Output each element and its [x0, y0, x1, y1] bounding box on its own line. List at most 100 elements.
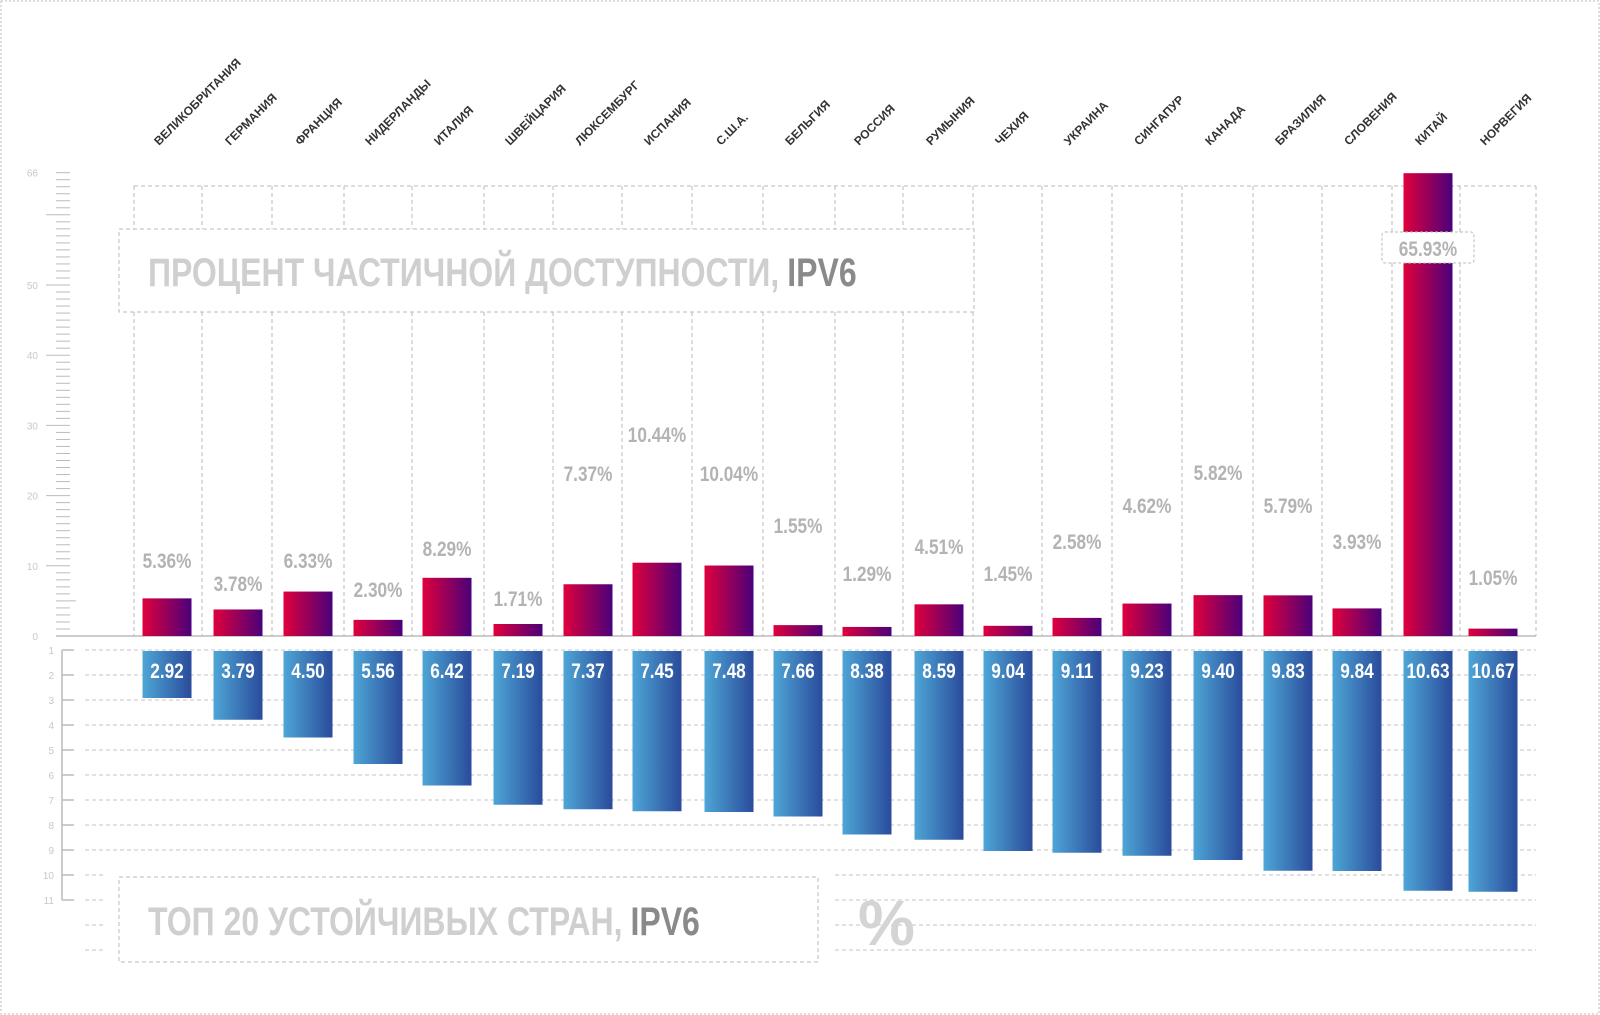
- lower-y-axis-tick-label: 8: [48, 821, 54, 832]
- top-chart-title-highlight: IPV6: [787, 250, 856, 295]
- partial-availability-value-label: 8.29%: [423, 539, 472, 562]
- category-label: ЛЮКСЕМБУРГ: [572, 78, 642, 148]
- partial-availability-bar: [1122, 603, 1172, 636]
- resilience-value-label: 4.50: [291, 661, 325, 684]
- resilience-bar: [632, 651, 682, 812]
- partial-availability-bar: [1263, 595, 1313, 636]
- resilience-value-label: 10.67: [1471, 661, 1514, 684]
- partial-availability-bar: [914, 604, 964, 636]
- partial-availability-value-label: 10.44%: [628, 425, 686, 448]
- partial-availability-value-label: 3.93%: [1333, 532, 1382, 555]
- resilience-value-label: 9.23: [1130, 661, 1164, 684]
- lower-y-axis-tick-label: 3: [48, 696, 54, 707]
- resilience-value-label: 8.38: [850, 661, 884, 684]
- partial-availability-bar: [983, 625, 1033, 636]
- lower-y-axis-tick-label: 7: [48, 796, 54, 807]
- category-label: ФРАНЦИЯ: [292, 95, 345, 148]
- partial-availability-value-label: 6.33%: [284, 551, 333, 574]
- partial-availability-bar: [213, 609, 263, 636]
- partial-availability-bar: [773, 625, 823, 636]
- resilience-value-label: 9.84: [1340, 661, 1374, 684]
- resilience-bar: [842, 651, 892, 835]
- partial-availability-value-label: 1.55%: [774, 516, 823, 539]
- lower-y-axis-tick-label: 9: [48, 846, 54, 857]
- resilience-value-label: 9.83: [1271, 661, 1305, 684]
- resilience-value-label: 9.04: [991, 661, 1025, 684]
- resilience-value-label: 8.59: [922, 661, 956, 684]
- resilience-bar: [563, 651, 613, 810]
- resilience-bar: [704, 651, 754, 812]
- resilience-value-label: 9.11: [1061, 661, 1094, 684]
- partial-availability-value-label: 10.04%: [700, 464, 758, 487]
- partial-availability-bar: [704, 565, 754, 636]
- y-axis-tick-label: 0: [32, 632, 38, 643]
- category-label: ИТАЛИЯ: [431, 103, 476, 148]
- partial-availability-value-label: 5.82%: [1194, 463, 1243, 486]
- resilience-bar: [142, 651, 192, 698]
- resilience-bar: [1332, 651, 1382, 871]
- lower-y-axis-tick-label: 5: [48, 746, 54, 757]
- category-label: РОССИЯ: [851, 102, 898, 149]
- partial-availability-bar: [283, 591, 333, 636]
- resilience-bar: [213, 651, 263, 720]
- partial-availability-value-label: 1.29%: [843, 564, 892, 587]
- partial-availability-bar: [1052, 617, 1102, 636]
- bottom-title-box: ТОП 20 УСТОЙЧИВЫХ СТРАН, IPV6: [118, 876, 819, 963]
- percent-unit-label: %: [858, 887, 915, 959]
- category-label: СЛОВЕНИЯ: [1341, 90, 1399, 148]
- partial-availability-bar: [422, 577, 472, 636]
- partial-availability-value-label: 3.78%: [214, 574, 263, 597]
- partial-availability-value-label: 1.71%: [494, 589, 543, 612]
- partial-availability-value-label: 4.62%: [1123, 496, 1172, 519]
- resilience-bar: [1263, 651, 1313, 871]
- partial-availability-bar: [632, 562, 682, 636]
- svg-text:ПРОЦЕНТ ЧАСТИЧНОЙ ДОСТУПНОСТИ,: ПРОЦЕНТ ЧАСТИЧНОЙ ДОСТУПНОСТИ, IPV6: [148, 248, 857, 294]
- resilience-value-label: 6.42: [430, 661, 464, 684]
- resilience-bar: [1193, 651, 1243, 860]
- resilience-value-label: 7.45: [640, 661, 674, 684]
- resilience-bar: [1468, 651, 1518, 892]
- lower-y-axis-tick-label: 10: [43, 871, 55, 882]
- partial-availability-bar: [1468, 628, 1518, 636]
- category-label: ЧЕХИЯ: [992, 109, 1031, 148]
- resilience-bar: [914, 651, 964, 840]
- y-axis-tick-label: 66: [27, 169, 39, 180]
- resilience-bar: [1052, 651, 1102, 853]
- partial-availability-value-label: 5.36%: [143, 551, 192, 574]
- partial-availability-value-label: 4.51%: [915, 537, 964, 560]
- lower-y-axis-tick-label: 1: [48, 646, 54, 657]
- category-label: КАНАДА: [1202, 102, 1248, 148]
- value-label-box: [1381, 231, 1475, 264]
- resilience-value-label: 7.48: [712, 661, 746, 684]
- partial-availability-bar: [353, 619, 403, 636]
- category-label: НИДЕРЛАНДЫ: [362, 77, 434, 149]
- resilience-value-label: 5.56: [361, 661, 395, 684]
- partial-availability-value-label: 1.05%: [1469, 568, 1518, 591]
- resilience-bar: [983, 651, 1033, 851]
- category-label: НОРВЕГИЯ: [1477, 91, 1534, 148]
- partial-availability-value-label: 1.45%: [984, 564, 1033, 587]
- category-label: УКРАИНА: [1061, 98, 1111, 148]
- y-axis-tick-label: 20: [27, 492, 39, 503]
- lower-y-axis-tick-label: 2: [48, 671, 54, 682]
- resilience-bar: [422, 651, 472, 786]
- resilience-bar: [1122, 651, 1172, 856]
- bottom-chart-title: ТОП 20 УСТОЙЧИВЫХ СТРАН,: [148, 897, 622, 943]
- resilience-bar: [1403, 651, 1453, 891]
- partial-availability-value-label: 2.58%: [1053, 532, 1102, 555]
- lower-y-axis-tick-label: 11: [44, 896, 55, 907]
- partial-availability-value-label: 7.37%: [564, 464, 613, 487]
- partial-availability-bar: [1332, 608, 1382, 636]
- category-label: С.Ш.А.: [713, 110, 751, 148]
- resilience-value-label: 2.92: [150, 661, 184, 684]
- category-label: ИСПАНИЯ: [641, 95, 694, 148]
- y-axis-tick-label: 50: [27, 281, 39, 292]
- partial-availability-bar: [842, 626, 892, 636]
- partial-availability-bar: [1193, 595, 1243, 636]
- category-label: РУМЫНИЯ: [923, 94, 977, 148]
- resilience-value-label: 7.37: [571, 661, 605, 684]
- lower-y-axis-tick-label: 6: [48, 771, 54, 782]
- resilience-value-label: 10.63: [1406, 661, 1449, 684]
